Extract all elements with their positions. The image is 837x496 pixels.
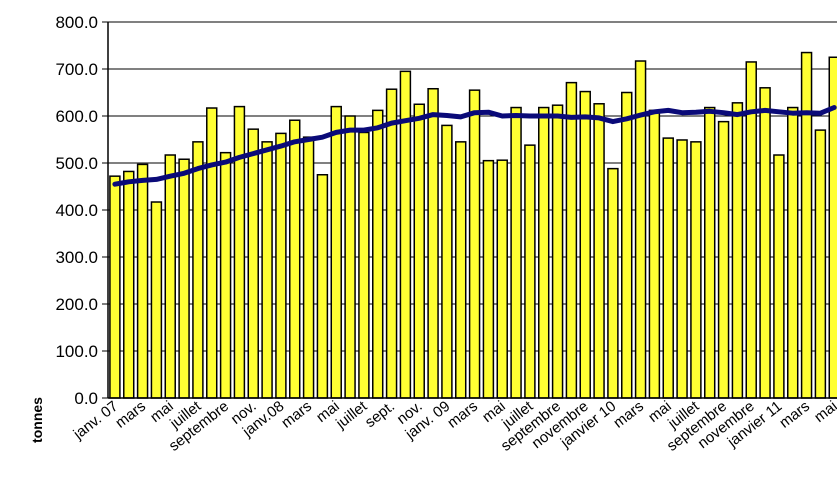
y-tick-label: 800.0 bbox=[55, 13, 98, 32]
bar bbox=[455, 141, 467, 399]
bar bbox=[150, 201, 163, 399]
bar bbox=[621, 91, 633, 399]
bar bbox=[330, 105, 342, 399]
bar bbox=[219, 151, 232, 399]
bar bbox=[316, 174, 329, 399]
bar bbox=[441, 124, 453, 399]
bar bbox=[634, 60, 647, 399]
x-tick-label: mai bbox=[811, 398, 837, 426]
bar bbox=[814, 129, 827, 399]
bar bbox=[593, 103, 605, 399]
bar bbox=[565, 81, 578, 399]
bar bbox=[192, 141, 204, 399]
bar bbox=[275, 132, 287, 399]
bar bbox=[427, 87, 439, 399]
axes bbox=[107, 21, 837, 399]
x-tick-labels: janv. 07marsmaijuilletseptembrenov.janv.… bbox=[70, 397, 837, 455]
y-tick-label: 700.0 bbox=[55, 60, 98, 79]
bar bbox=[496, 159, 508, 399]
y-axis-label: tonnes bbox=[29, 397, 45, 443]
x-tick-label: mars bbox=[444, 398, 481, 432]
bar bbox=[607, 167, 619, 399]
y-tick-label: 300.0 bbox=[55, 248, 98, 267]
bar bbox=[773, 154, 785, 399]
x-tick-label: mars bbox=[112, 398, 149, 432]
x-tick-label: mars bbox=[278, 398, 315, 432]
y-tick-label: 500.0 bbox=[55, 154, 98, 173]
bar bbox=[302, 136, 315, 399]
trend-line-group bbox=[112, 105, 837, 187]
bar bbox=[136, 163, 149, 399]
bar bbox=[164, 154, 176, 399]
bar bbox=[551, 104, 564, 399]
bar bbox=[787, 106, 799, 399]
bar bbox=[206, 107, 218, 399]
bar bbox=[372, 109, 384, 399]
bar bbox=[109, 175, 121, 399]
bar bbox=[676, 139, 688, 399]
bar bbox=[178, 158, 190, 399]
y-tick-label: 0.0 bbox=[74, 389, 98, 408]
bar bbox=[482, 159, 495, 399]
bar bbox=[344, 115, 356, 399]
y-tick-labels: 0.0 100.0 200.0 300.0 400.0 500.0 600.0 700.0 80… bbox=[55, 13, 98, 408]
bar bbox=[358, 131, 370, 399]
bar bbox=[648, 109, 661, 399]
bar bbox=[524, 144, 536, 399]
bar bbox=[800, 51, 813, 399]
bar bbox=[759, 87, 771, 399]
bar bbox=[385, 88, 398, 399]
bar bbox=[233, 105, 246, 399]
y-tick-label: 600.0 bbox=[55, 107, 98, 126]
trend-line bbox=[112, 105, 837, 187]
bars bbox=[109, 51, 837, 399]
y-tick-label: 100.0 bbox=[55, 342, 98, 361]
bar bbox=[261, 141, 273, 399]
bar bbox=[123, 170, 135, 399]
bar bbox=[538, 106, 550, 399]
bar bbox=[731, 102, 744, 399]
bar bbox=[579, 90, 591, 399]
bar bbox=[510, 106, 522, 399]
y-tick-label: 200.0 bbox=[55, 295, 98, 314]
x-tick-label: mars bbox=[610, 398, 647, 432]
x-tick-label: mars bbox=[776, 398, 813, 432]
bar bbox=[690, 141, 702, 399]
bar bbox=[247, 128, 259, 399]
bar bbox=[289, 119, 301, 399]
bar bbox=[468, 89, 481, 399]
bar bbox=[662, 137, 674, 399]
bar bbox=[704, 106, 716, 399]
bar bbox=[717, 120, 730, 399]
bar bbox=[413, 103, 425, 399]
y-tick-label: 400.0 bbox=[55, 201, 98, 220]
